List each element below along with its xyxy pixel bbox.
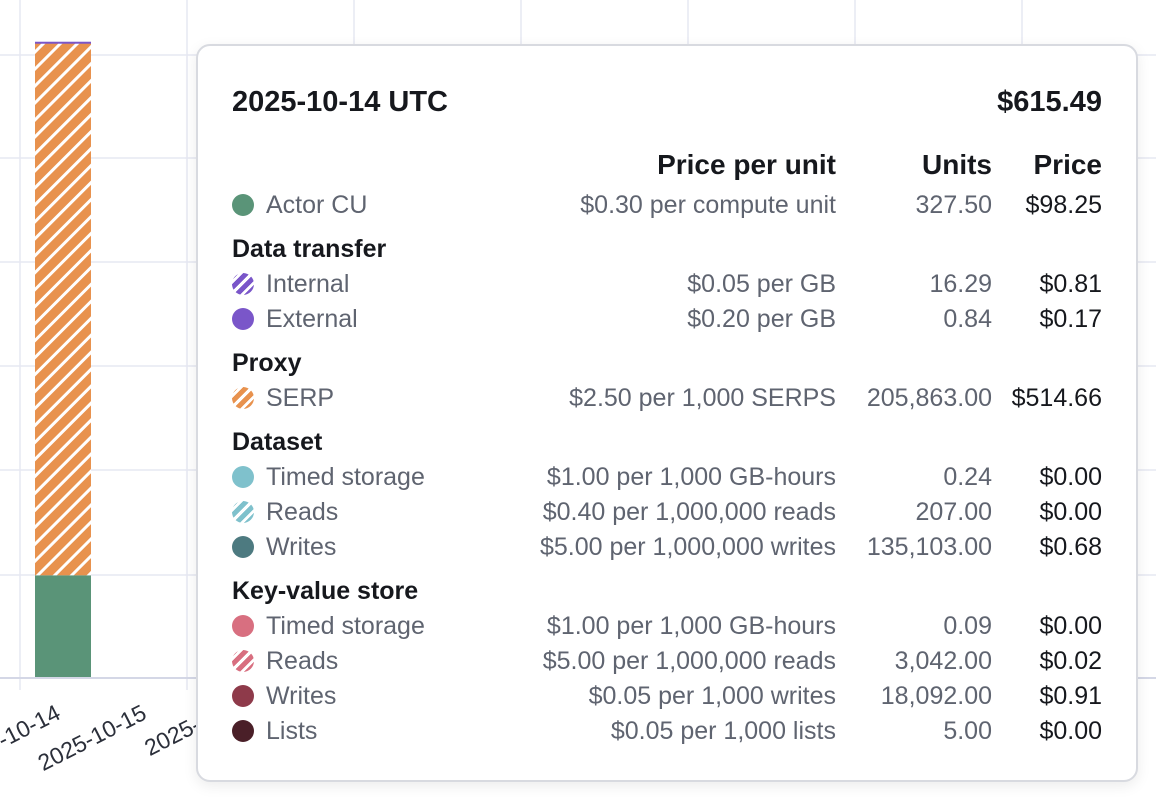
item-name: Timed storage bbox=[266, 612, 425, 640]
item-name: Lists bbox=[266, 717, 318, 745]
item-units: 205,863.00 bbox=[866, 384, 992, 412]
item-price: $0.17 bbox=[1039, 305, 1102, 333]
item-price-per-unit: $1.00 per 1,000 GB-hours bbox=[546, 612, 836, 640]
item-price-per-unit: $5.00 per 1,000,000 writes bbox=[539, 533, 836, 561]
column-header-price-per-unit: Price per unit bbox=[657, 149, 836, 180]
bar-segment-serp[interactable] bbox=[35, 42, 91, 576]
legend-dot-icon bbox=[232, 501, 254, 523]
item-price: $514.66 bbox=[1011, 384, 1102, 412]
tooltip-header: 2025-10-14 UTC $615.49 bbox=[232, 86, 1102, 122]
item-name: Timed storage bbox=[266, 463, 425, 491]
tooltip-group-heading: Data transfer bbox=[232, 232, 1102, 266]
bar-segment-actor-cu[interactable] bbox=[35, 575, 91, 677]
bar-segment-writes[interactable] bbox=[35, 41, 91, 44]
item-price: $0.91 bbox=[1039, 682, 1102, 710]
legend-dot-icon bbox=[232, 536, 254, 558]
billing-tooltip: 2025-10-14 UTC $615.49 Price per unit Un… bbox=[196, 44, 1138, 782]
item-price-per-unit: $0.20 per GB bbox=[687, 305, 836, 333]
tooltip-group-heading: Dataset bbox=[232, 425, 1102, 459]
item-name: External bbox=[266, 305, 358, 333]
item-units: 207.00 bbox=[915, 498, 992, 526]
legend-dot-icon bbox=[232, 466, 254, 488]
item-price-per-unit: $5.00 per 1,000,000 reads bbox=[542, 647, 836, 675]
tooltip-item-row: Timed storage $1.00 per 1,000 GB-hours 0.0… bbox=[232, 609, 1102, 643]
item-price: $0.68 bbox=[1039, 533, 1102, 561]
legend-dot-icon bbox=[232, 194, 254, 216]
column-header-price: Price bbox=[1033, 149, 1103, 180]
item-price-per-unit: $0.05 per 1,000 lists bbox=[610, 717, 836, 745]
item-price-per-unit: $0.30 per compute unit bbox=[580, 191, 836, 219]
tooltip-group-heading: Proxy bbox=[232, 346, 1102, 380]
item-price: $0.00 bbox=[1039, 463, 1102, 491]
item-price: $98.25 bbox=[1025, 191, 1102, 219]
tooltip-item-row: Actor CU $0.30 per compute unit 327.50 $98.… bbox=[232, 188, 1102, 222]
item-price: $0.00 bbox=[1039, 612, 1102, 640]
item-units: 327.50 bbox=[915, 191, 992, 219]
item-name: Actor CU bbox=[266, 191, 368, 219]
tooltip-group-heading: Key-value store bbox=[232, 574, 1102, 608]
legend-dot-icon bbox=[232, 387, 254, 409]
item-name: Reads bbox=[266, 647, 339, 675]
legend-dot-icon bbox=[232, 273, 254, 295]
item-price: $0.00 bbox=[1039, 498, 1102, 526]
item-units: 0.84 bbox=[943, 305, 992, 333]
tooltip-item-row: Reads $0.40 per 1,000,000 reads 207.00 $0.0… bbox=[232, 495, 1102, 529]
item-price-per-unit: $0.40 per 1,000,000 reads bbox=[542, 498, 836, 526]
tooltip-item-row: Writes $5.00 per 1,000,000 writes 135,103.… bbox=[232, 530, 1102, 564]
item-units: 0.24 bbox=[943, 463, 992, 491]
item-units: 18,092.00 bbox=[880, 682, 992, 710]
column-header-units: Units bbox=[922, 149, 992, 180]
tooltip-item-row: Writes $0.05 per 1,000 writes 18,092.00 $0.… bbox=[232, 679, 1102, 713]
legend-dot-icon bbox=[232, 685, 254, 707]
chart-bars bbox=[35, 41, 91, 677]
legend-dot-icon bbox=[232, 650, 254, 672]
item-units: 5.00 bbox=[943, 717, 992, 745]
item-name: Writes bbox=[266, 533, 337, 561]
item-price: $0.00 bbox=[1039, 717, 1102, 745]
item-units: 16.29 bbox=[929, 270, 992, 298]
group-label: Data transfer bbox=[232, 235, 387, 263]
tooltip-date: 2025-10-14 UTC bbox=[232, 86, 448, 118]
legend-dot-icon bbox=[232, 615, 254, 637]
group-label: Dataset bbox=[232, 428, 323, 456]
tooltip-item-row: Lists $0.05 per 1,000 lists 5.00 $0.00 bbox=[232, 714, 1102, 748]
tooltip-column-headers: Price per unit Units Price bbox=[232, 148, 1102, 182]
tooltip-item-row: External $0.20 per GB 0.84 $0.17 bbox=[232, 302, 1102, 336]
tooltip-item-row: Internal $0.05 per GB 16.29 $0.81 bbox=[232, 267, 1102, 301]
item-name: Internal bbox=[266, 270, 350, 298]
tooltip-total: $615.49 bbox=[997, 86, 1102, 118]
item-units: 135,103.00 bbox=[866, 533, 992, 561]
legend-dot-icon bbox=[232, 308, 254, 330]
group-label: Proxy bbox=[232, 349, 302, 377]
legend-dot-icon bbox=[232, 720, 254, 742]
item-price-per-unit: $0.05 per GB bbox=[687, 270, 836, 298]
item-price-per-unit: $0.05 per 1,000 writes bbox=[588, 682, 836, 710]
tooltip-item-row: Timed storage $1.00 per 1,000 GB-hours 0.2… bbox=[232, 460, 1102, 494]
tooltip-item-row: Reads $5.00 per 1,000,000 reads 3,042.00 $0… bbox=[232, 644, 1102, 678]
group-label: Key-value store bbox=[232, 577, 419, 605]
item-price: $0.81 bbox=[1039, 270, 1102, 298]
tooltip-item-row: SERP $2.50 per 1,000 SERPS 205,863.00 $514.… bbox=[232, 381, 1102, 415]
item-units: 3,042.00 bbox=[894, 647, 992, 675]
item-name: Reads bbox=[266, 498, 339, 526]
item-price-per-unit: $2.50 per 1,000 SERPS bbox=[569, 384, 836, 412]
item-units: 0.09 bbox=[943, 612, 992, 640]
item-price-per-unit: $1.00 per 1,000 GB-hours bbox=[546, 463, 836, 491]
item-name: Writes bbox=[266, 682, 337, 710]
item-name: SERP bbox=[266, 384, 335, 412]
item-price: $0.02 bbox=[1039, 647, 1102, 675]
